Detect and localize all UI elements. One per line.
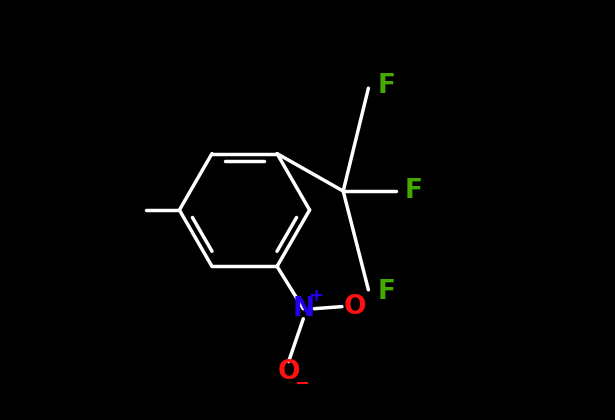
Text: +: +	[308, 287, 323, 305]
Text: N: N	[292, 296, 314, 322]
Text: F: F	[378, 279, 395, 305]
Text: F: F	[405, 178, 423, 204]
Text: O: O	[277, 359, 300, 385]
Text: F: F	[378, 73, 395, 99]
Text: −: −	[293, 375, 309, 393]
Text: O: O	[343, 294, 366, 320]
